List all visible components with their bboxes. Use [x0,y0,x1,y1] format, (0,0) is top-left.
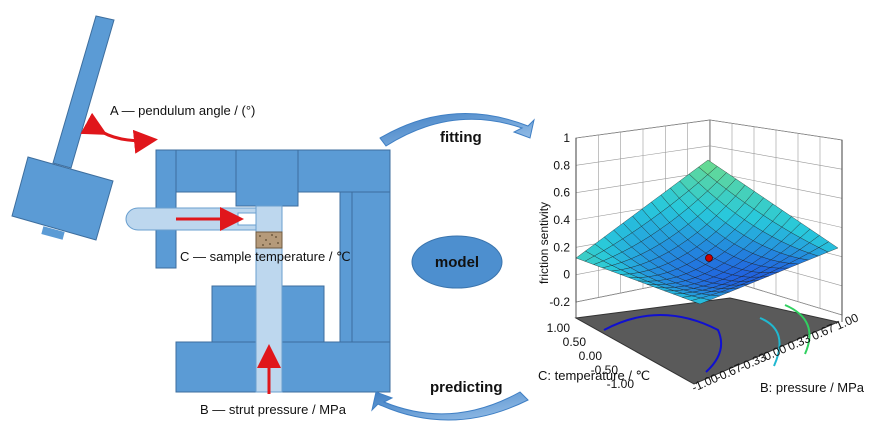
predicting-label: predicting [430,379,503,396]
surface-chart: 1 0.8 0.6 0.4 0.2 0 -0.2 friction sentivity 1.… [537,119,865,395]
pendulum-angle-arrow [80,112,158,154]
pendulum-angle-label: A — pendulum angle / (°) [110,103,255,118]
c-axis-label: C: temperature / ℃ [538,368,650,383]
z-tick-label: 1 [563,131,570,145]
temperature-label: C — sample temperature / ℃ [180,249,351,264]
z-tick-label: 0.4 [553,213,570,227]
c-tick-label: 0.50 [563,335,587,349]
z-tick-label: 0 [563,268,570,282]
center-point-marker [705,254,713,262]
model-label: model [435,254,479,271]
predicting-arrow [371,391,529,421]
fitting-label: fitting [440,129,482,146]
z-tick-label: -0.2 [549,295,570,309]
contour-line-blue [603,314,722,373]
test-apparatus [125,149,391,393]
contour-floor [574,297,840,385]
contour-line-cyan [759,317,781,367]
b-axis-label: B: pressure / MPa [760,380,865,395]
model-node [411,235,503,289]
surface-cell [818,241,839,253]
c-tick-label: 0.00 [579,349,603,363]
fitting-arrow [379,113,535,147]
contour-line-green [784,304,811,355]
c-tick-label: -0.50 [591,363,619,377]
z-tick-label: 0.2 [553,240,570,254]
response-surface [575,159,839,305]
z-tick-label: 0.6 [553,186,570,200]
pendulum-hammer-icon [11,15,115,241]
z-tick-label: 0.8 [553,158,570,172]
c-tick-label: 1.00 [547,321,571,335]
pressure-label: B — strut pressure / MPa [200,402,347,417]
z-axis-label: friction sentivity [537,202,551,284]
c-tick-label: -1.00 [607,377,635,391]
